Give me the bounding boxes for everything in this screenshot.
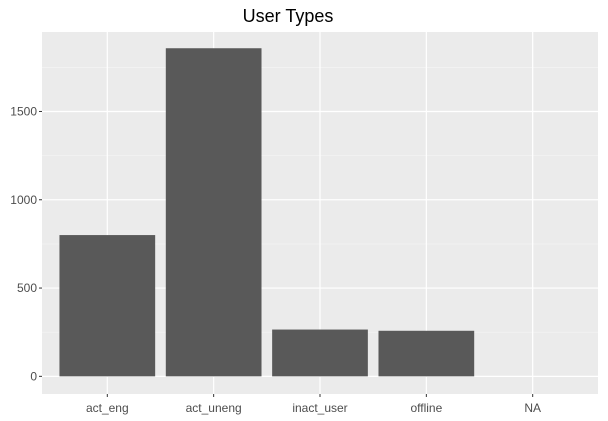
x-axis: act_eng act_uneng inact_user offline NA	[86, 394, 541, 415]
x-tick-label: act_eng	[86, 401, 129, 415]
bars	[59, 48, 475, 377]
bar-act-eng	[59, 235, 156, 377]
x-tick-label: act_uneng	[186, 401, 242, 415]
chart-title: User Types	[243, 6, 334, 26]
bar-offline	[378, 330, 475, 377]
y-axis: 0 500 1000 1500	[10, 104, 42, 383]
x-tick-label: NA	[524, 401, 541, 415]
y-tick-label: 0	[30, 369, 37, 383]
y-tick-label: 1000	[10, 193, 37, 207]
y-tick-label: 500	[17, 281, 37, 295]
y-tick-label: 1500	[10, 104, 37, 118]
bar-act-uneng	[165, 48, 262, 377]
bar-inact-user	[272, 329, 368, 377]
x-tick-label: offline	[410, 401, 442, 415]
x-tick-label: inact_user	[292, 401, 347, 415]
